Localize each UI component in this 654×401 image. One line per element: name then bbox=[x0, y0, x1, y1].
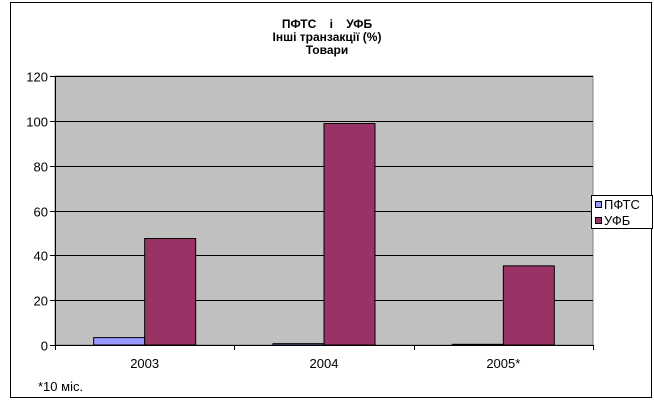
y-tick-label: 20 bbox=[34, 294, 48, 309]
legend-item-ufb: УФБ bbox=[592, 213, 652, 228]
y-tick-label: 80 bbox=[34, 160, 48, 175]
chart-title-line-2: Інші транзакції (%) bbox=[272, 30, 382, 44]
legend: ПФТС УФБ bbox=[591, 195, 653, 229]
bar-pfts bbox=[451, 343, 504, 346]
legend-swatch-ufb bbox=[595, 217, 602, 224]
y-tick-label: 0 bbox=[41, 339, 48, 354]
legend-label-ufb: УФБ bbox=[604, 213, 631, 228]
legend-label-pfts: ПФТС bbox=[604, 197, 640, 212]
chart-title-line-1: ПФТС і УФБ bbox=[281, 17, 373, 31]
y-tick-label: 120 bbox=[26, 70, 48, 85]
chart-title-block: ПФТС і УФБ Інші транзакції (%) Товари bbox=[0, 18, 654, 57]
bar-pfts bbox=[93, 337, 146, 346]
legend-item-pfts: ПФТС bbox=[592, 197, 652, 212]
y-tick-label: 40 bbox=[34, 249, 48, 264]
x-tick-label: 2005* bbox=[486, 356, 520, 371]
chart-title-line-3: Товари bbox=[305, 43, 349, 57]
x-tick-label: 2004 bbox=[310, 356, 339, 371]
legend-swatch-pfts bbox=[595, 201, 602, 208]
footnote: *10 міс. bbox=[38, 379, 84, 394]
bar-ufb bbox=[144, 238, 197, 346]
x-tick-label: 2003 bbox=[130, 356, 159, 371]
y-tick-label: 100 bbox=[26, 115, 48, 130]
bar-ufb bbox=[502, 265, 555, 346]
bar-ufb bbox=[323, 123, 376, 346]
bar-pfts bbox=[272, 343, 325, 346]
y-tick-label: 60 bbox=[34, 205, 48, 220]
